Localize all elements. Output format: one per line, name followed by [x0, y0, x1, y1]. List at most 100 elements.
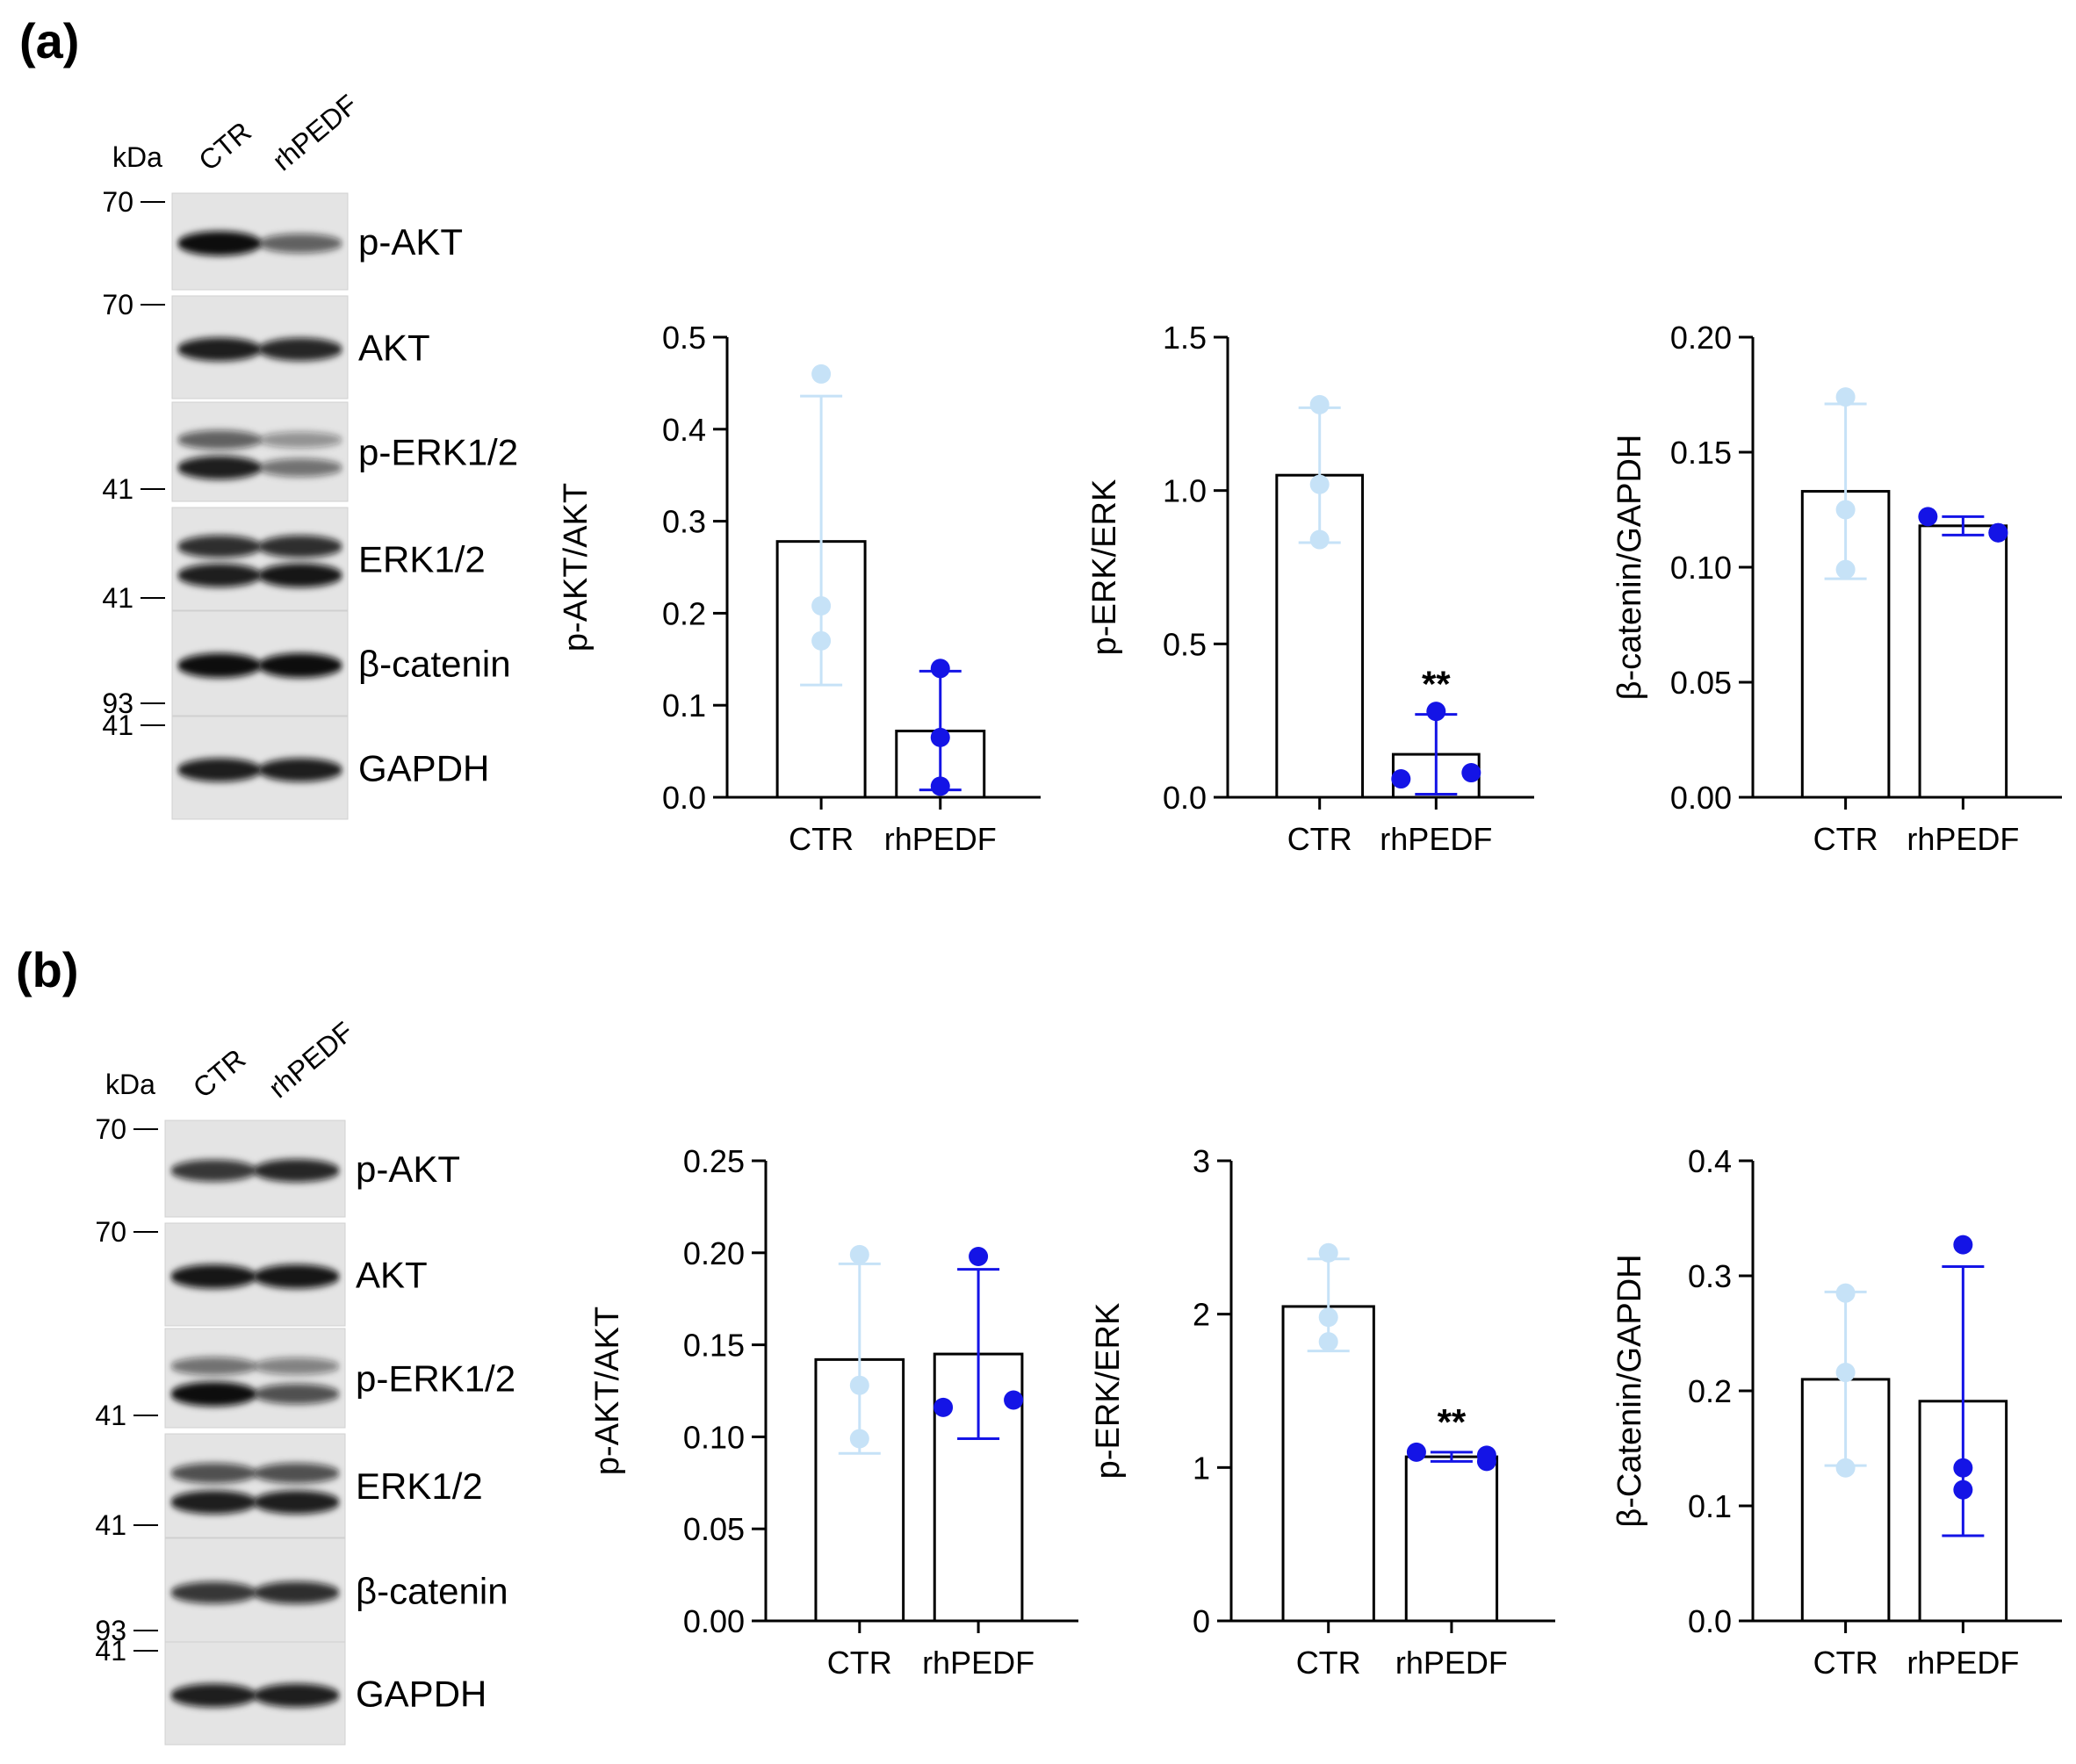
x-tick-label: CTR — [1296, 1645, 1361, 1681]
y-tick-label: 0.1 — [1688, 1488, 1732, 1524]
data-point — [811, 364, 832, 384]
y-tick-label: 0.00 — [1670, 780, 1732, 816]
data-point — [1318, 1242, 1338, 1263]
marker-label: 70 — [95, 1113, 126, 1145]
y-tick-label: 0.15 — [1670, 435, 1732, 471]
data-point — [1476, 1445, 1496, 1465]
data-point — [1953, 1458, 1973, 1478]
blot-band — [170, 1581, 257, 1604]
x-tick-label: CTR — [789, 821, 854, 857]
blot-band — [170, 1490, 257, 1515]
blot-band — [253, 1264, 340, 1289]
data-point — [1004, 1390, 1024, 1410]
blot-band — [170, 1357, 257, 1376]
protein-label: ERK1/2 — [356, 1465, 483, 1507]
y-tick-label: 0.0 — [662, 780, 706, 816]
protein-label: p-AKT — [358, 221, 463, 263]
bar-chart-a-pakt: 0.0 0.1 0.2 0.3 0.4 0.5 CTR rhPEDF p-AKT/AKT — [558, 320, 1041, 857]
bar-rhpedf — [1404, 1455, 1499, 1623]
marker-label: 70 — [95, 1216, 126, 1248]
panel-label-b: (b) — [16, 942, 79, 997]
protein-label: p-ERK1/2 — [356, 1358, 515, 1400]
lane-label: rhPEDF — [263, 1016, 359, 1105]
y-tick-label: 0.0 — [1688, 1603, 1732, 1639]
data-point — [849, 1244, 869, 1264]
protein-label: p-ERK1/2 — [358, 432, 518, 473]
marker-label: 41 — [95, 1509, 126, 1541]
data-point — [1835, 1283, 1856, 1303]
y-tick-label: 0.3 — [1688, 1258, 1732, 1294]
protein-label: β-catenin — [356, 1571, 508, 1612]
data-point — [1391, 769, 1411, 789]
blot-band — [253, 1581, 340, 1604]
data-point — [1918, 507, 1938, 527]
y-tick-label: 0.4 — [1688, 1143, 1732, 1179]
y-tick-label: 0.2 — [662, 595, 706, 631]
y-axis-title: p-ERK/ERK — [1086, 479, 1123, 656]
y-tick-label: 0.1 — [662, 688, 706, 724]
y-axis-title: β-catenin/GAPDH — [1611, 435, 1648, 701]
y-tick-label: 0.3 — [662, 504, 706, 540]
lane-label: CTR — [192, 116, 257, 177]
marker-label: 41 — [102, 709, 133, 741]
y-tick-label: 0.4 — [662, 412, 706, 448]
blot-band — [177, 337, 262, 362]
data-point — [1988, 522, 2008, 543]
blot-strip — [164, 1328, 346, 1429]
bar-chart-b-bcatenin: 0.0 0.1 0.2 0.3 0.4 CTR rhPEDF β-Catenin/GAPDH — [1611, 1143, 2062, 1681]
protein-label: p-AKT — [356, 1148, 460, 1190]
data-point — [930, 727, 950, 747]
y-tick-label: 0.05 — [683, 1511, 745, 1547]
panel-label-a: (a) — [19, 13, 79, 68]
data-point — [969, 1246, 989, 1266]
bar-chart-b-perk: ** 0 1 2 3 CTR rhPEDF p-ERK/ERK — [1090, 1143, 1555, 1681]
x-tick-label: rhPEDF — [1395, 1645, 1508, 1681]
blot-band — [253, 1383, 340, 1405]
data-point — [930, 659, 950, 679]
y-tick-label: 0.20 — [683, 1235, 745, 1271]
blot-band — [253, 1159, 340, 1183]
y-tick-label: 0.00 — [683, 1603, 745, 1639]
data-point — [811, 596, 832, 616]
y-tick-label: 0.5 — [1163, 626, 1207, 662]
blot-band — [170, 1159, 257, 1182]
blot-band — [258, 234, 342, 254]
blot-band — [170, 1683, 257, 1708]
blot-band — [258, 652, 342, 678]
blot-band — [177, 563, 262, 587]
bar-chart-b-pakt: 0.00 0.05 0.10 0.15 0.20 0.25 CTR rhPEDF p-AKT/A… — [589, 1143, 1078, 1681]
x-tick-label: CTR — [1813, 821, 1878, 857]
marker-label: 41 — [95, 1635, 126, 1667]
marker-label: 70 — [102, 186, 133, 218]
blot-band — [253, 1490, 340, 1515]
y-tick-label: 0.5 — [662, 320, 706, 356]
blot-strip — [164, 1433, 346, 1538]
marker-label: 93 — [95, 1615, 126, 1646]
y-tick-label: 1.5 — [1163, 320, 1207, 356]
y-axis-title: p-AKT/AKT — [589, 1307, 626, 1475]
blot-band — [177, 429, 262, 450]
bar-ctr — [1281, 1305, 1375, 1623]
data-point — [1318, 1332, 1338, 1352]
bar-chart-a-bcatenin: 0.00 0.05 0.10 0.15 0.20 CTR rhPEDF β-catenin/G… — [1611, 320, 2062, 857]
blot-band — [258, 563, 342, 587]
x-tick-label: rhPEDF — [1907, 1645, 2019, 1681]
blot-strip — [171, 507, 349, 611]
y-tick-label: 0.10 — [1670, 550, 1732, 586]
blot-band — [258, 458, 342, 477]
y-tick-label: 0.05 — [1670, 665, 1732, 701]
y-tick-label: 0.10 — [683, 1419, 745, 1455]
lane-label: rhPEDF — [266, 89, 363, 177]
data-point — [1835, 500, 1856, 520]
data-point — [1835, 559, 1856, 580]
blot-band — [170, 1463, 257, 1484]
blot-band — [253, 1463, 340, 1484]
y-tick-label: 0 — [1193, 1603, 1210, 1639]
x-tick-label: rhPEDF — [1907, 821, 2019, 857]
y-tick-label: 0.25 — [683, 1143, 745, 1179]
marker-label: 41 — [95, 1400, 126, 1431]
y-tick-label: 1.0 — [1163, 473, 1207, 509]
y-axis-title: β-Catenin/GAPDH — [1611, 1254, 1648, 1527]
data-point — [1461, 763, 1481, 783]
